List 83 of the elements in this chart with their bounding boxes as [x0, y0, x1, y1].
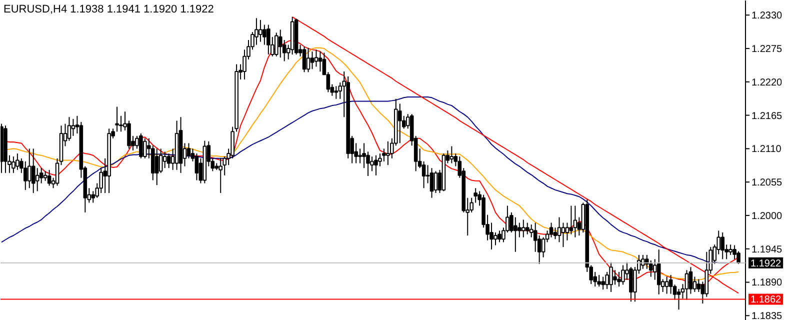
- candlestick: [43, 170, 48, 182]
- ref-line-label: 1.1922: [750, 258, 782, 270]
- candlestick: [194, 153, 199, 181]
- candlestick: [47, 169, 52, 186]
- candlestick: [494, 232, 498, 246]
- candlestick: [498, 230, 502, 243]
- ref-line-label: 1.1862: [750, 294, 782, 306]
- candlestick: [334, 86, 338, 100]
- candlestick: [186, 142, 191, 159]
- candlestick: [621, 264, 625, 286]
- candlestick: [617, 271, 621, 287]
- candlestick: [720, 232, 724, 260]
- candlestick: [522, 219, 526, 238]
- candlestick: [668, 274, 673, 294]
- candlestick: [27, 148, 32, 189]
- candlestick: [258, 19, 262, 42]
- candlestick: [450, 146, 454, 164]
- candlestick: [557, 216, 562, 243]
- y-tick-label: 1.1835: [752, 311, 783, 320]
- chart-title: EURUSD,H4 1.1938 1.1941 1.1920 1.1922: [4, 4, 214, 16]
- candlestick: [728, 244, 732, 256]
- y-tick-label: 1.2110: [752, 144, 782, 156]
- candlestick: [597, 274, 601, 287]
- candlestick: [31, 148, 36, 194]
- candlestick: [514, 216, 518, 252]
- candlestick: [218, 158, 223, 194]
- candlestick: [302, 46, 306, 73]
- y-tick-label: 1.2220: [752, 77, 783, 88]
- candlestick: [139, 132, 143, 159]
- y-tick-label: 1.2330: [752, 10, 783, 22]
- candlestick: [398, 103, 402, 144]
- candlestick: [67, 116, 72, 142]
- candlestick: [266, 24, 270, 56]
- candlestick: [676, 288, 681, 310]
- candlestick: [704, 251, 709, 298]
- candlestick: [143, 138, 147, 159]
- candlestick: [254, 18, 258, 46]
- candlestick: [262, 24, 266, 46]
- candlestick: [386, 140, 390, 166]
- candlestick: [664, 276, 669, 294]
- candlestick: [430, 168, 434, 198]
- y-tick-label: 1.2165: [752, 110, 783, 122]
- candlestick: [474, 188, 478, 204]
- candlestick: [314, 49, 318, 68]
- candlestick: [154, 148, 159, 186]
- candlestick: [16, 153, 20, 170]
- candlestick: [613, 270, 617, 286]
- candlestick: [601, 276, 605, 290]
- candlestick: [24, 160, 28, 190]
- y-tick-label: 1.1890: [752, 278, 783, 289]
- candlestick: [688, 266, 693, 294]
- candlestick: [318, 51, 322, 72]
- candlestick: [358, 148, 362, 164]
- candlestick: [434, 170, 438, 194]
- candlestick: [533, 222, 538, 252]
- candlestick: [12, 156, 16, 174]
- y-tick-label: 1.2000: [752, 210, 783, 222]
- candlestick: [541, 236, 546, 258]
- candlestick: [166, 153, 171, 169]
- candlestick: [274, 32, 278, 57]
- candlestick: [549, 222, 554, 238]
- candlestick: [641, 254, 645, 270]
- candlestick: [306, 47, 310, 73]
- candlestick: [71, 118, 76, 136]
- y-tick-label: 1.1945: [752, 244, 783, 256]
- candlestick: [525, 222, 530, 235]
- candlestick: [732, 244, 736, 260]
- y-tick-label: 1.2275: [752, 44, 783, 55]
- candlestick: [684, 270, 689, 300]
- candlestick: [609, 262, 613, 292]
- y-tick-label: 1.2055: [752, 178, 783, 189]
- candlestick: [310, 51, 314, 70]
- candlestick: [518, 222, 522, 238]
- candlestick: [115, 106, 119, 132]
- candlestick: [656, 248, 661, 295]
- candlestick: [119, 115, 123, 132]
- candlestick: [573, 205, 578, 238]
- candlestick: [569, 205, 574, 235]
- candlestick: [374, 154, 378, 176]
- candlestick: [561, 222, 566, 248]
- candlestick: [35, 168, 40, 192]
- candlestick: [278, 29, 282, 58]
- candlestick: [162, 151, 167, 169]
